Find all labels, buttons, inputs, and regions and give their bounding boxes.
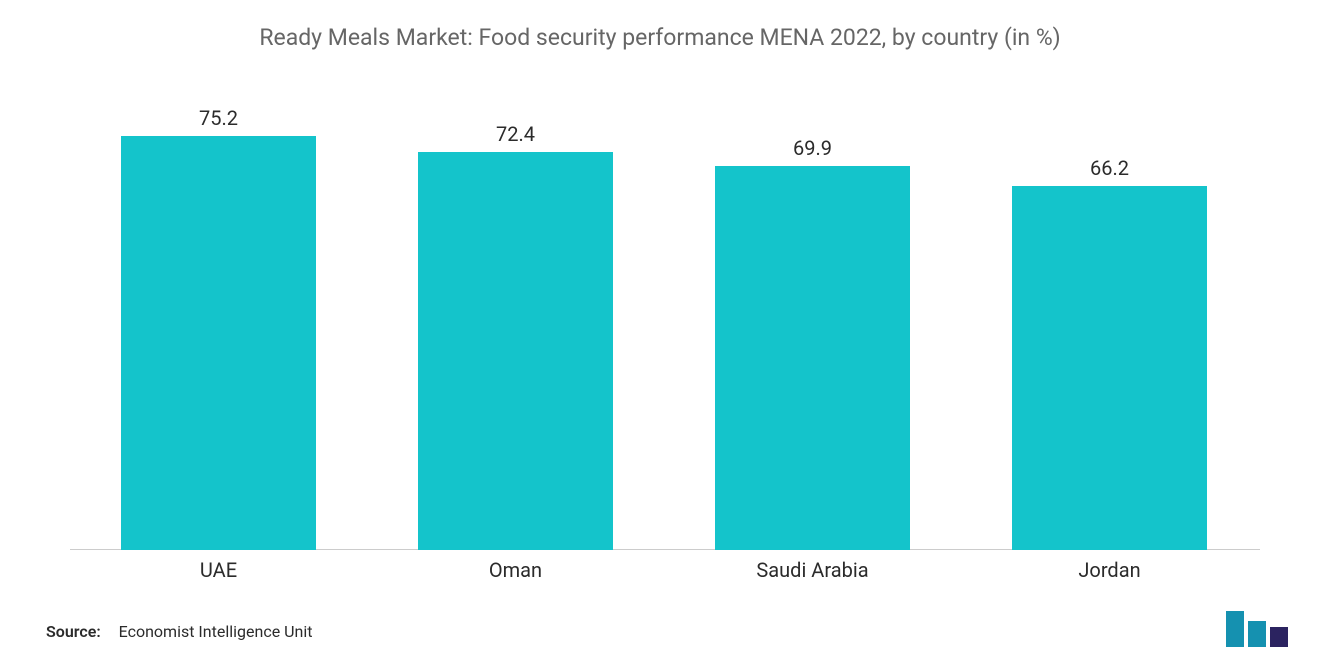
bar-group: 72.4 [367, 110, 664, 550]
brand-logo-icon [1224, 611, 1292, 647]
category-label: Saudi Arabia [664, 558, 961, 582]
bar-value-label: 75.2 [70, 106, 367, 130]
category-label: Oman [367, 558, 664, 582]
bar-value-label: 69.9 [664, 136, 961, 160]
plot-area: 75.2UAE72.4Oman69.9Saudi Arabia66.2Jorda… [70, 110, 1260, 550]
source-attribution: Source: Economist Intelligence Unit [46, 622, 312, 641]
bar [715, 166, 910, 550]
source-label: Source: [46, 622, 101, 641]
category-label: UAE [70, 558, 367, 582]
chart-title: Ready Meals Market: Food security perfor… [0, 0, 1320, 51]
bar-group: 75.2 [70, 110, 367, 550]
category-label: Jordan [961, 558, 1258, 582]
bar [418, 152, 613, 550]
chart-container: Ready Meals Market: Food security perfor… [0, 0, 1320, 665]
bar-value-label: 66.2 [961, 156, 1258, 180]
source-text: Economist Intelligence Unit [119, 622, 313, 641]
bar-value-label: 72.4 [367, 122, 664, 146]
bar-group: 69.9 [664, 110, 961, 550]
bar [1012, 186, 1207, 550]
bar-group: 66.2 [961, 110, 1258, 550]
bar [121, 136, 316, 550]
